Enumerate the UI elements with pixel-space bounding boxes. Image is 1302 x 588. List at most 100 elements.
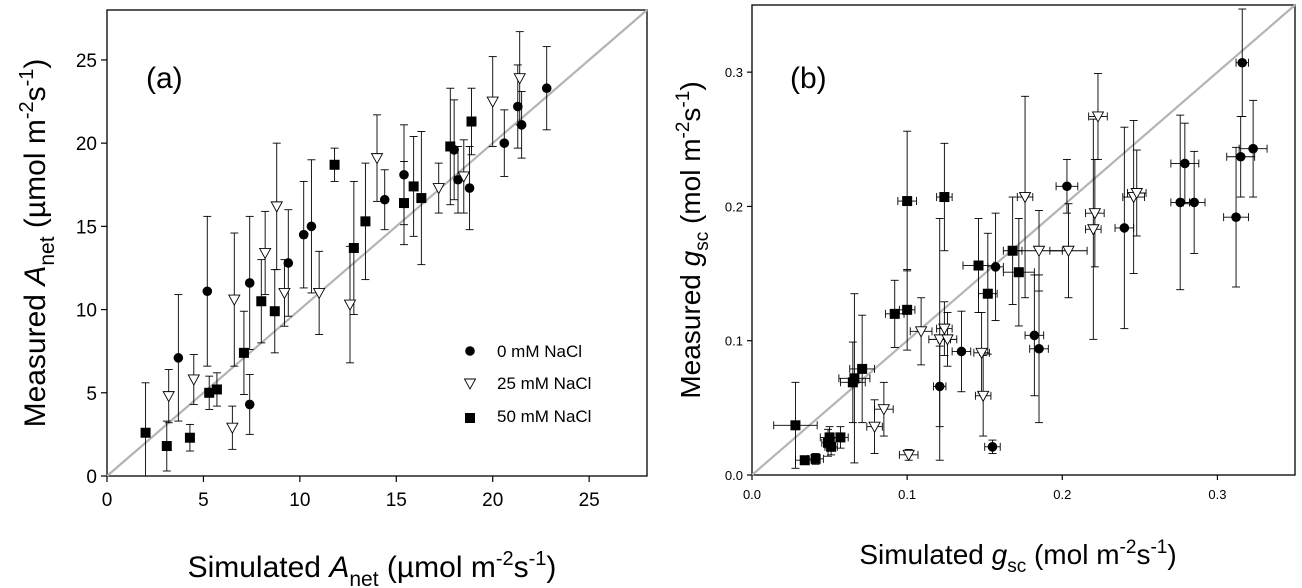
data-point-0mm bbox=[464, 183, 475, 193]
data-point-50mm bbox=[982, 288, 993, 299]
data-point-0mm bbox=[1029, 330, 1040, 341]
data-point-25mm bbox=[258, 248, 272, 260]
data-point-50mm bbox=[826, 441, 837, 452]
panel-a-y-label-mid: s bbox=[19, 86, 52, 101]
x-tick-label: 20 bbox=[482, 490, 503, 511]
data-point-0mm bbox=[516, 120, 527, 130]
legend-label-25mm: 25 mM NaCl bbox=[497, 374, 591, 393]
data-point-50mm bbox=[824, 432, 835, 443]
panel-b-tag: (b) bbox=[790, 62, 827, 95]
panel-a-y-label-sub: net bbox=[36, 236, 59, 265]
data-point-50mm bbox=[184, 432, 195, 443]
panel-b-x-label-sub: sc bbox=[1007, 556, 1026, 577]
data-point-50mm bbox=[348, 242, 359, 253]
panel-b-y-label-sup1: -2 bbox=[673, 122, 694, 139]
data-point-50mm bbox=[973, 260, 984, 271]
data-point-25mm bbox=[933, 334, 946, 346]
data-point-50mm bbox=[835, 432, 846, 443]
panel-b-x-ticks: 0.0 0.1 0.2 0.3 bbox=[743, 475, 1226, 502]
panel-a-tag: (a) bbox=[146, 62, 183, 95]
y-tick-label: 0.0 bbox=[725, 468, 743, 483]
y-tick-label: 0 bbox=[86, 467, 97, 488]
data-point-0mm bbox=[202, 286, 213, 297]
data-point-0mm bbox=[1189, 197, 1199, 208]
data-point-50mm bbox=[408, 181, 419, 192]
panel-b-y-label-sup2: -1 bbox=[673, 91, 694, 108]
data-point-25mm bbox=[1130, 188, 1144, 200]
panel-a-y-ticks: 0 5 10 15 20 25 bbox=[76, 51, 107, 488]
y-tick-label: 0.3 bbox=[725, 65, 743, 80]
legend: 0 mM NaCl 25 mM NaCl 50 mM NaCl bbox=[463, 342, 591, 426]
data-point-25mm bbox=[162, 391, 175, 403]
data-point-0mm bbox=[1062, 181, 1072, 192]
panel-a-x-axis-label: Simulated Anet (µmol m-2s-1) bbox=[188, 548, 557, 588]
data-point-0mm bbox=[1248, 143, 1258, 154]
y-tick-label: 20 bbox=[76, 134, 97, 155]
data-point-25mm bbox=[226, 422, 239, 435]
x-tick-label: 0.3 bbox=[1208, 487, 1226, 502]
panel-b-reference-line bbox=[751, 4, 1296, 476]
data-point-50mm bbox=[211, 384, 222, 395]
panel-a-x-label-mid: s bbox=[514, 551, 529, 584]
data-point-0mm bbox=[244, 399, 255, 410]
data-point-50mm bbox=[889, 308, 900, 319]
data-point-25mm bbox=[343, 299, 357, 312]
data-point-0mm bbox=[934, 381, 945, 392]
data-point-50mm bbox=[329, 159, 340, 170]
x-tick-label: 0.1 bbox=[898, 487, 916, 502]
panel-b-frame bbox=[751, 4, 1296, 476]
data-point-25mm bbox=[312, 287, 326, 300]
panel-b-x-axis-label: Simulated gsc (mol m-2s-1) bbox=[859, 537, 1176, 577]
data-point-0mm bbox=[987, 442, 998, 452]
data-point-25mm bbox=[941, 334, 954, 346]
data-point-50mm bbox=[416, 193, 427, 204]
panel-a-points bbox=[140, 73, 552, 452]
data-point-50mm bbox=[849, 373, 860, 384]
data-point-0mm bbox=[283, 258, 294, 268]
data-point-25mm bbox=[914, 326, 928, 338]
panel-a-x-label-sup1: -2 bbox=[496, 548, 514, 570]
data-point-25mm bbox=[486, 96, 499, 108]
data-point-25mm bbox=[370, 153, 384, 165]
data-point-50mm bbox=[810, 453, 821, 464]
x-tick-label: 15 bbox=[386, 490, 407, 511]
y-tick-label: 15 bbox=[76, 217, 97, 238]
data-point-0mm bbox=[1119, 223, 1130, 233]
legend-label-50mm: 50 mM NaCl bbox=[497, 407, 591, 426]
data-point-50mm bbox=[161, 441, 172, 452]
data-point-25mm bbox=[228, 294, 241, 307]
panel-a-x-ticks: 0 5 10 15 20 25 bbox=[102, 476, 600, 511]
data-point-25mm bbox=[1091, 111, 1105, 123]
data-point-0mm bbox=[541, 83, 552, 94]
data-point-0mm bbox=[379, 194, 390, 205]
panel-b-y-label-mid: s bbox=[675, 108, 706, 122]
panel-b: 0.0 0.1 0.2 0.3 0.0 0.1 0.2 0.3 (b) Simulated … bbox=[673, 4, 1296, 577]
panel-a-y-label-unit: (µmol m bbox=[19, 119, 52, 236]
data-point-0mm bbox=[1175, 197, 1185, 208]
panel-a-x-label-sup2: -1 bbox=[529, 548, 547, 570]
data-point-0mm bbox=[499, 138, 510, 148]
panel-a-x-label-close: ) bbox=[546, 551, 556, 584]
panel-a-x-label-unit: (µmol m bbox=[379, 551, 496, 584]
x-tick-label: 0 bbox=[102, 490, 113, 511]
data-point-50mm bbox=[939, 192, 950, 203]
data-point-50mm bbox=[269, 306, 280, 317]
panel-a-y-label-sup1: -2 bbox=[16, 101, 38, 119]
data-point-25mm bbox=[432, 183, 445, 195]
panel-b-x-label-close: ) bbox=[1167, 539, 1176, 570]
data-point-50mm bbox=[445, 141, 456, 152]
panel-a-y-label-var: A bbox=[19, 266, 52, 288]
y-tick-label: 10 bbox=[76, 301, 97, 322]
y-tick-label: 0.2 bbox=[725, 199, 743, 214]
panel-b-x-label-unit: (mol m bbox=[1026, 539, 1119, 570]
panel-b-x-label-sup1: -2 bbox=[1120, 537, 1137, 558]
panel-a-x-label-pre: Simulated bbox=[188, 551, 330, 584]
x-tick-label: 0.0 bbox=[743, 487, 761, 502]
data-point-50mm bbox=[256, 296, 267, 307]
data-point-0mm bbox=[173, 353, 184, 363]
x-tick-label: 25 bbox=[579, 490, 600, 511]
data-point-0mm bbox=[1180, 158, 1190, 169]
data-point-25mm bbox=[976, 390, 990, 403]
data-point-50mm bbox=[1013, 267, 1024, 278]
x-tick-label: 0.2 bbox=[1053, 487, 1071, 502]
